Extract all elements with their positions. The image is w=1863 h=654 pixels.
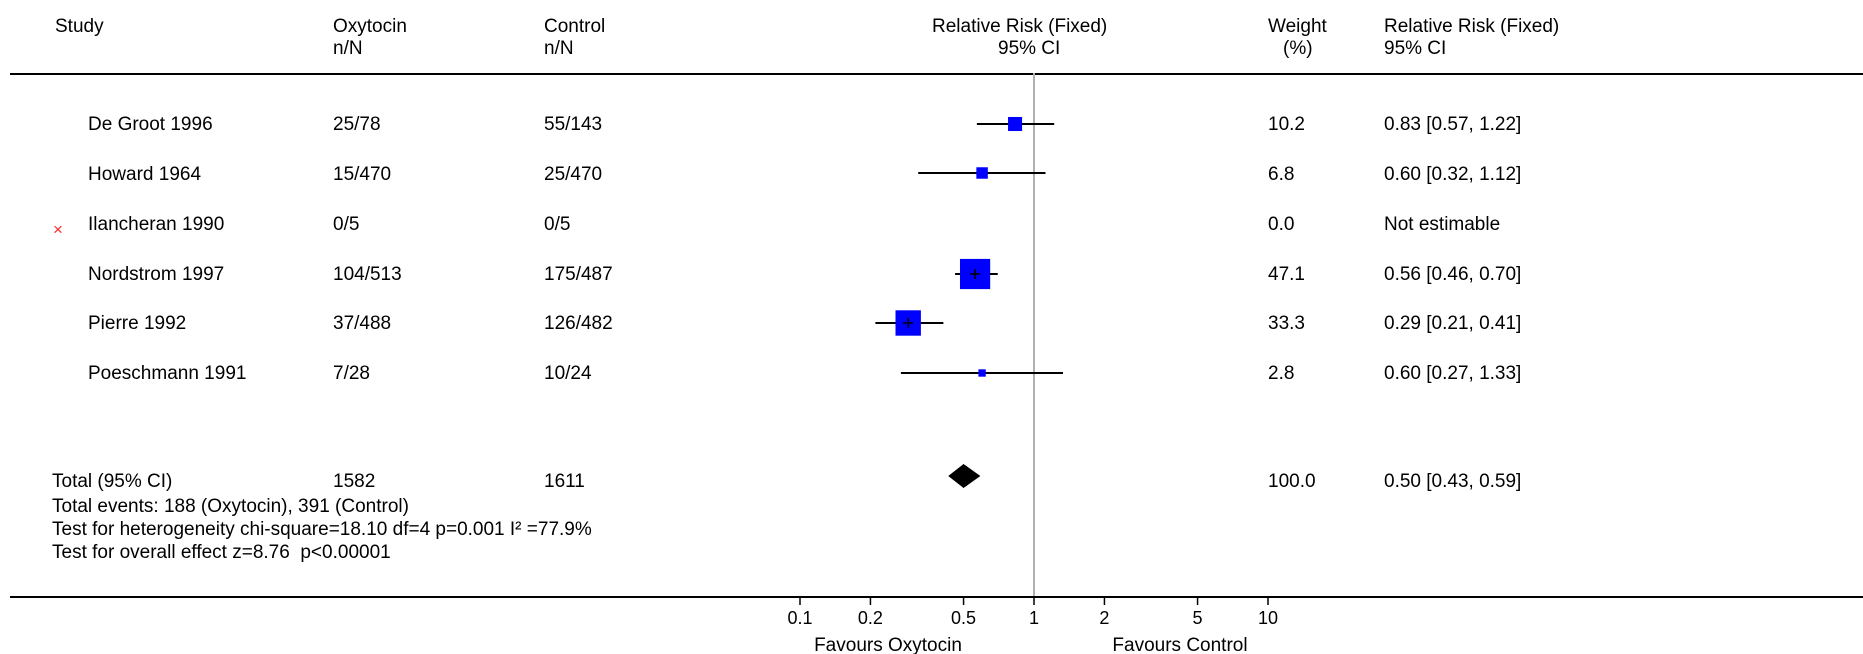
favours-oxytocin-label: Favours Oxytocin: [814, 635, 962, 654]
header-rr-text: Relative Risk (Fixed): [1384, 16, 1560, 37]
header-rr-plot-sub: 95% CI: [998, 38, 1061, 59]
study-ci-text: 0.60 [0.32, 1.12]: [1384, 164, 1522, 185]
study-weight: 2.8: [1268, 363, 1295, 384]
header-weight-sub: (%): [1283, 38, 1313, 59]
total-control: 1611: [544, 471, 585, 492]
axis-tick-label: 0.1: [787, 608, 812, 628]
study-oxytocin: 15/470: [333, 164, 392, 185]
axis-tick-label: 10: [1258, 608, 1278, 628]
header-study: Study: [55, 16, 104, 37]
study-name: Howard 1964: [88, 164, 202, 185]
header-oxytocin: Oxytocin: [333, 16, 407, 37]
header-rr-text-sub: 95% CI: [1384, 38, 1447, 59]
axis-divider: [10, 596, 1863, 598]
study-name: Pierre 1992: [88, 313, 187, 334]
study-name: Nordstrom 1997: [88, 264, 225, 285]
header-control: Control: [544, 16, 606, 37]
total-label: Total (95% CI): [52, 471, 173, 492]
favours-control-label: Favours Control: [1112, 635, 1247, 654]
study-control: 126/482: [544, 313, 613, 334]
study-control: 10/24: [544, 363, 592, 384]
study-oxytocin: 0/5: [333, 214, 360, 235]
header-oxytocin-sub: n/N: [333, 38, 363, 59]
study-weight: 33.3: [1268, 313, 1305, 334]
study-ci-text: 0.56 [0.46, 0.70]: [1384, 264, 1522, 285]
pooled-diamond: [948, 464, 981, 488]
axis-tick-label: 0.5: [951, 608, 976, 628]
overall-effect-note: Test for overall effect z=8.76 p<0.00001: [52, 542, 391, 563]
study-oxytocin: 104/513: [333, 264, 402, 285]
study-name: Poeschmann 1991: [88, 363, 247, 384]
total-ci-text: 0.50 [0.43, 0.59]: [1384, 471, 1522, 492]
header-divider: [10, 73, 1863, 75]
total-weight: 100.0: [1268, 471, 1316, 492]
study-name: Ilancheran 1990: [88, 214, 225, 235]
axis-tick-label: 0.2: [858, 608, 883, 628]
study-ci-text: 0.83 [0.57, 1.22]: [1384, 114, 1522, 135]
study-point-box: [976, 167, 988, 179]
total-oxytocin: 1582: [333, 471, 376, 492]
study-point-box: [978, 369, 986, 377]
header-rr-plot: Relative Risk (Fixed): [932, 16, 1108, 37]
study-point-box: [1008, 116, 1023, 132]
study-weight: 0.0: [1268, 214, 1295, 235]
axis-tick-label: 1: [1029, 608, 1039, 628]
header-control-sub: n/N: [544, 38, 574, 59]
total-events-note: Total events: 188 (Oxytocin), 391 (Contr…: [52, 496, 409, 517]
header-weight: Weight: [1268, 16, 1327, 37]
excluded-study-marker: ×: [53, 220, 63, 239]
study-name: De Groot 1996: [88, 114, 213, 135]
study-control: 25/470: [544, 164, 603, 185]
study-ci-text: Not estimable: [1384, 214, 1501, 235]
study-oxytocin: 7/28: [333, 363, 370, 384]
heterogeneity-note: Test for heterogeneity chi-square=18.10 …: [52, 519, 592, 540]
study-oxytocin: 37/488: [333, 313, 392, 334]
study-control: 0/5: [544, 214, 571, 235]
axis-tick-label: 5: [1193, 608, 1203, 628]
study-control: 175/487: [544, 264, 613, 285]
study-ci-text: 0.29 [0.21, 0.41]: [1384, 313, 1522, 334]
study-control: 55/143: [544, 114, 603, 135]
study-oxytocin: 25/78: [333, 114, 381, 135]
study-weight: 10.2: [1268, 114, 1305, 135]
study-ci-text: 0.60 [0.27, 1.33]: [1384, 363, 1522, 384]
axis-tick-label: 2: [1099, 608, 1109, 628]
study-weight: 6.8: [1268, 164, 1295, 185]
study-weight: 47.1: [1268, 264, 1305, 285]
